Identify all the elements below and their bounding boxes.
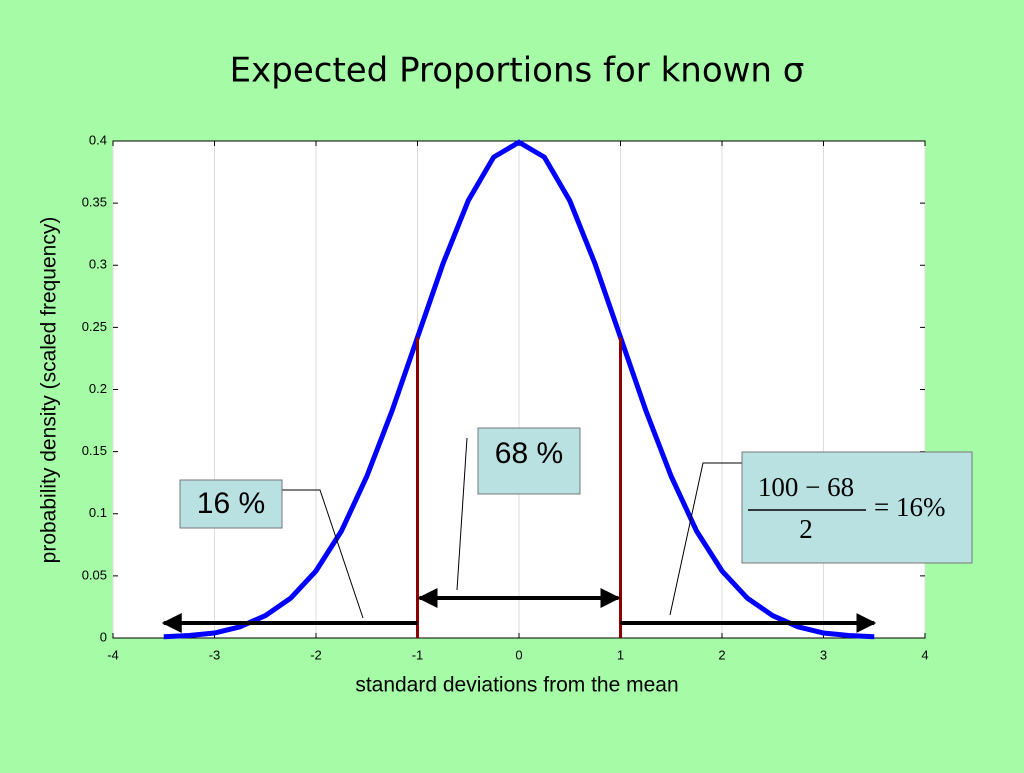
x-tick-label: 3 — [820, 647, 827, 662]
x-tick-label: -3 — [209, 647, 221, 662]
formula-denominator: 2 — [799, 514, 813, 544]
x-tick-label: 0 — [515, 647, 522, 662]
curve — [163, 139, 875, 640]
leader-line — [456, 437, 468, 591]
y-tick-label: 0.2 — [89, 381, 107, 396]
x-tick-label: -4 — [107, 647, 119, 662]
formula-numerator: 100 − 68 — [758, 472, 854, 502]
y-tick-label: 0.05 — [82, 567, 107, 582]
annotation: 68 % — [495, 437, 563, 470]
y-tick-label: 0.35 — [82, 195, 107, 210]
leader-line — [669, 462, 742, 616]
x-tick-label: -2 — [310, 647, 322, 662]
y-axis-label: probability density (scaled frequency) — [38, 217, 61, 564]
y-tick-label: 0.4 — [89, 132, 107, 147]
x-tick-label: -1 — [412, 647, 424, 662]
y-tick-label: 0.15 — [82, 443, 107, 458]
x-tick-label: 2 — [718, 647, 725, 662]
x-axis-label: standard deviations from the mean — [355, 674, 678, 697]
leader-line — [282, 489, 364, 619]
y-tick-label: 0.1 — [89, 505, 107, 520]
annotation-box — [741, 451, 973, 564]
formula-result: = 16% — [874, 492, 945, 522]
annotation: 16 % — [197, 487, 265, 520]
x-tick-label: 1 — [617, 647, 624, 662]
annotation-box — [179, 479, 283, 529]
y-tick-label: 0 — [100, 629, 107, 644]
chart-title: Expected Proportions for known σ — [230, 51, 805, 91]
y-tick-label: 0.25 — [82, 319, 107, 334]
annotation-box — [477, 427, 581, 495]
y-tick-label: 0.3 — [89, 257, 107, 272]
x-tick-label: 4 — [921, 647, 928, 662]
